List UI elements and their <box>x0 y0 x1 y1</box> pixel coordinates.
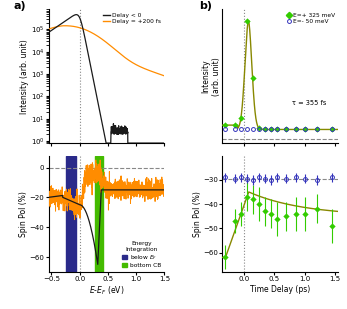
Text: b): b) <box>199 1 212 11</box>
Legend: Delay < 0, Delay = +200 fs: Delay < 0, Delay = +200 fs <box>102 12 162 24</box>
Y-axis label: Intensity
(arb. unit): Intensity (arb. unit) <box>202 57 221 95</box>
X-axis label: Time Delay (ps): Time Delay (ps) <box>250 285 311 294</box>
Y-axis label: Spin Pol (%): Spin Pol (%) <box>19 191 28 237</box>
Legend: below $E_F$, bottom CB: below $E_F$, bottom CB <box>121 241 162 269</box>
Bar <box>95 155 103 272</box>
Legend: E=+ 325 meV, E=- 50 meV: E=+ 325 meV, E=- 50 meV <box>286 12 336 24</box>
Bar <box>66 155 76 272</box>
Y-axis label: Spin Pol (%): Spin Pol (%) <box>193 191 202 237</box>
Y-axis label: Intensity (arb. unit): Intensity (arb. unit) <box>20 39 29 113</box>
Text: a): a) <box>14 1 26 11</box>
X-axis label: $E$-$E_F$ (eV): $E$-$E_F$ (eV) <box>89 285 124 297</box>
Text: τ = 355 fs: τ = 355 fs <box>292 100 326 106</box>
